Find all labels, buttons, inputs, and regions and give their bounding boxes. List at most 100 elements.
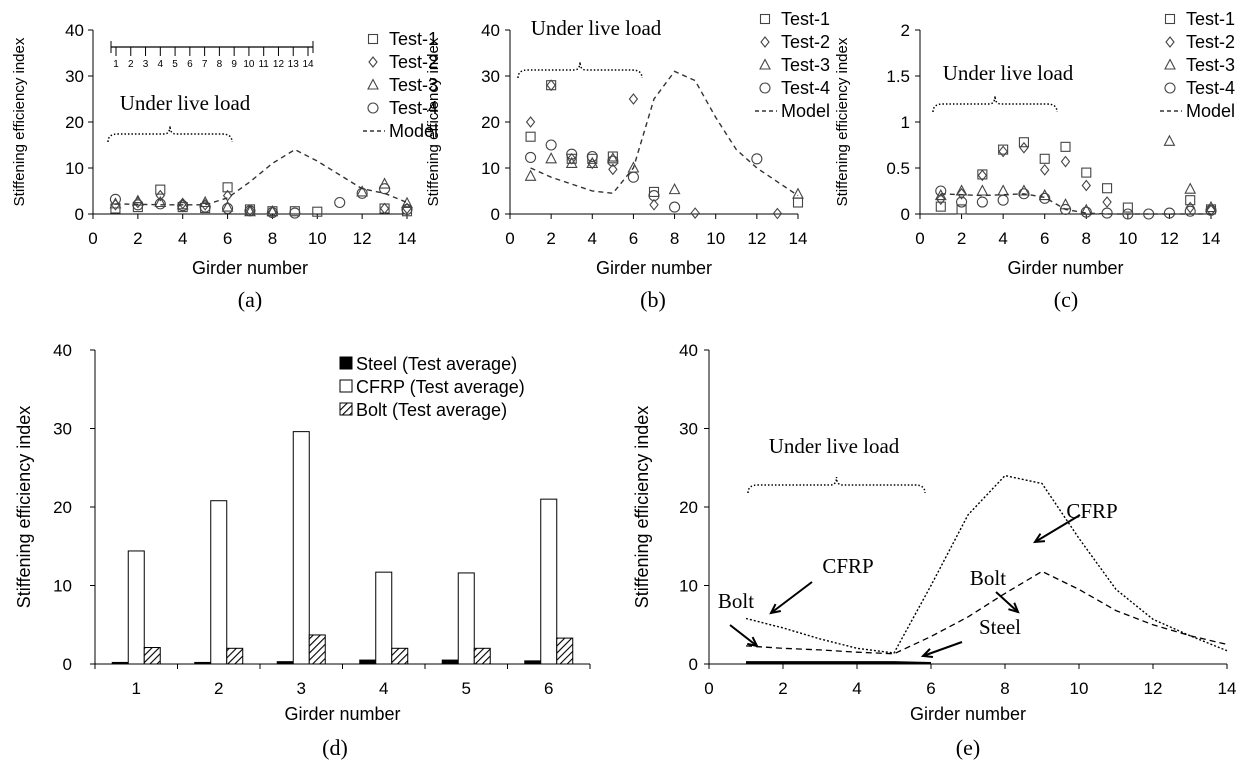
y-tick-label: 40 — [679, 341, 698, 360]
data-point-test-1 — [155, 184, 166, 195]
series-line-bolt — [745, 570, 1228, 655]
data-point-test-2 — [1102, 196, 1112, 208]
annotation-under-live-load: Under live load — [531, 16, 662, 40]
inset-girder-number: 11 — [258, 59, 269, 70]
x-tick-label: 8 — [268, 229, 277, 248]
legend-marker-test-2 — [1165, 36, 1175, 48]
data-point-test-4 — [566, 148, 578, 160]
data-point-test-4 — [154, 198, 166, 210]
y-tick-label: 20 — [481, 113, 500, 132]
data-point-test-3 — [668, 182, 681, 195]
annotation-label-bolt: Bolt — [970, 566, 1006, 590]
data-point-test-4 — [334, 196, 346, 209]
data-point-test-3 — [586, 156, 599, 168]
inset-girder-number: 7 — [202, 59, 208, 70]
panel-c: 0 0.5 1 1.5 2 0 2 4 6 8 10 12 14 Girder number Stiffen… — [834, 9, 1235, 312]
panel-caption: (e) — [956, 735, 980, 760]
x-tick-label: 0 — [704, 679, 713, 698]
y-tick-label: 10 — [53, 577, 72, 596]
y-tick-label: 30 — [481, 67, 500, 86]
panel-caption: (c) — [1054, 287, 1078, 312]
category-label: 6 — [544, 679, 553, 698]
data-point-test-1 — [1039, 153, 1050, 164]
data-point-test-2 — [379, 202, 390, 215]
x-tick-label: 14 — [1202, 229, 1221, 248]
bar-hatch — [308, 634, 326, 665]
legend-label-test-3: Test-3 — [1186, 55, 1235, 75]
data-point-test-4 — [379, 183, 391, 195]
legend-marker-test-2 — [760, 36, 770, 48]
annotation-arrow — [995, 591, 1019, 613]
bar-hatch — [226, 647, 244, 665]
data-point-test-3 — [154, 195, 167, 208]
x-tick-label: 4 — [588, 229, 597, 248]
x-tick-label: 6 — [926, 679, 935, 698]
data-point-test-4 — [751, 153, 763, 165]
inset-girder-number: 12 — [273, 59, 285, 70]
annotation-under-live-load: Under live load — [769, 434, 900, 458]
x-tick-label: 14 — [398, 229, 417, 248]
panel-caption: (d) — [322, 735, 348, 760]
data-point-test-4 — [289, 207, 301, 219]
x-tick-label: 10 — [1070, 679, 1089, 698]
data-point-test-3 — [1038, 188, 1051, 201]
data-point-test-4 — [956, 196, 968, 208]
legend-marker-test-3 — [367, 78, 379, 90]
data-point-test-3 — [221, 200, 234, 212]
annotation-arrow — [922, 641, 963, 657]
data-point-test-3 — [176, 198, 189, 210]
data-point-test-3 — [1080, 203, 1093, 215]
legend-swatch-hatch — [339, 402, 353, 416]
legend-label-model: Model — [781, 101, 830, 121]
data-point-test-4 — [997, 194, 1009, 206]
bar-white — [292, 431, 310, 665]
legend-marker-test-4 — [1164, 82, 1176, 94]
legend-label-test-1: Test-1 — [781, 9, 830, 29]
bar-hatch — [391, 647, 409, 665]
bar-solid — [194, 661, 212, 665]
bar-hatch — [143, 647, 161, 665]
y-tick-label: 30 — [679, 420, 698, 439]
annotation-label-steel: Steel — [979, 615, 1021, 639]
live-load-brace — [747, 476, 926, 494]
bar-solid — [524, 660, 542, 665]
legend-marker-test-3 — [1164, 58, 1176, 70]
x-tick-label: 12 — [1144, 679, 1163, 698]
data-point-test-3 — [1163, 134, 1176, 146]
data-point-test-1 — [525, 131, 536, 142]
data-point-test-1 — [222, 182, 233, 193]
data-point-test-4 — [244, 205, 256, 217]
legend-label-test-1: Test-1 — [1186, 9, 1235, 29]
y-tick-label: 30 — [65, 67, 84, 86]
y-tick-label: 30 — [53, 420, 72, 439]
data-point-test-3 — [545, 152, 558, 164]
data-point-test-2 — [402, 202, 412, 215]
data-point-test-1 — [312, 206, 323, 217]
legend-label-test-4: Test-4 — [389, 98, 438, 118]
data-point-test-4 — [177, 200, 189, 212]
data-point-test-3 — [997, 184, 1010, 196]
inset-girder-number: 1 — [113, 59, 119, 70]
y-tick-label: 10 — [65, 159, 84, 178]
data-point-test-3 — [792, 187, 804, 199]
data-point-test-1 — [935, 201, 946, 212]
data-point-test-2 — [628, 93, 639, 105]
category-label: 2 — [214, 679, 223, 698]
data-point-test-4 — [1205, 204, 1217, 216]
data-point-test-1 — [1185, 195, 1196, 206]
bar-hatch — [473, 647, 491, 665]
data-point-test-4 — [1039, 192, 1051, 204]
x-tick-label: 4 — [998, 229, 1007, 248]
inset-girder-number: 6 — [187, 59, 193, 70]
annotation-arrow — [1034, 514, 1081, 543]
data-point-test-3 — [378, 177, 391, 189]
legend-swatch-white — [339, 379, 353, 393]
panel-caption: (b) — [640, 287, 666, 312]
data-point-test-1 — [648, 186, 660, 197]
x-tick-label: 0 — [88, 229, 97, 248]
annotation-arrowhead — [920, 648, 934, 659]
annotation-arrowhead — [1033, 533, 1046, 544]
series-line-steel — [746, 661, 932, 665]
y-tick-label: 20 — [65, 113, 84, 132]
data-point-test-4 — [401, 203, 413, 215]
